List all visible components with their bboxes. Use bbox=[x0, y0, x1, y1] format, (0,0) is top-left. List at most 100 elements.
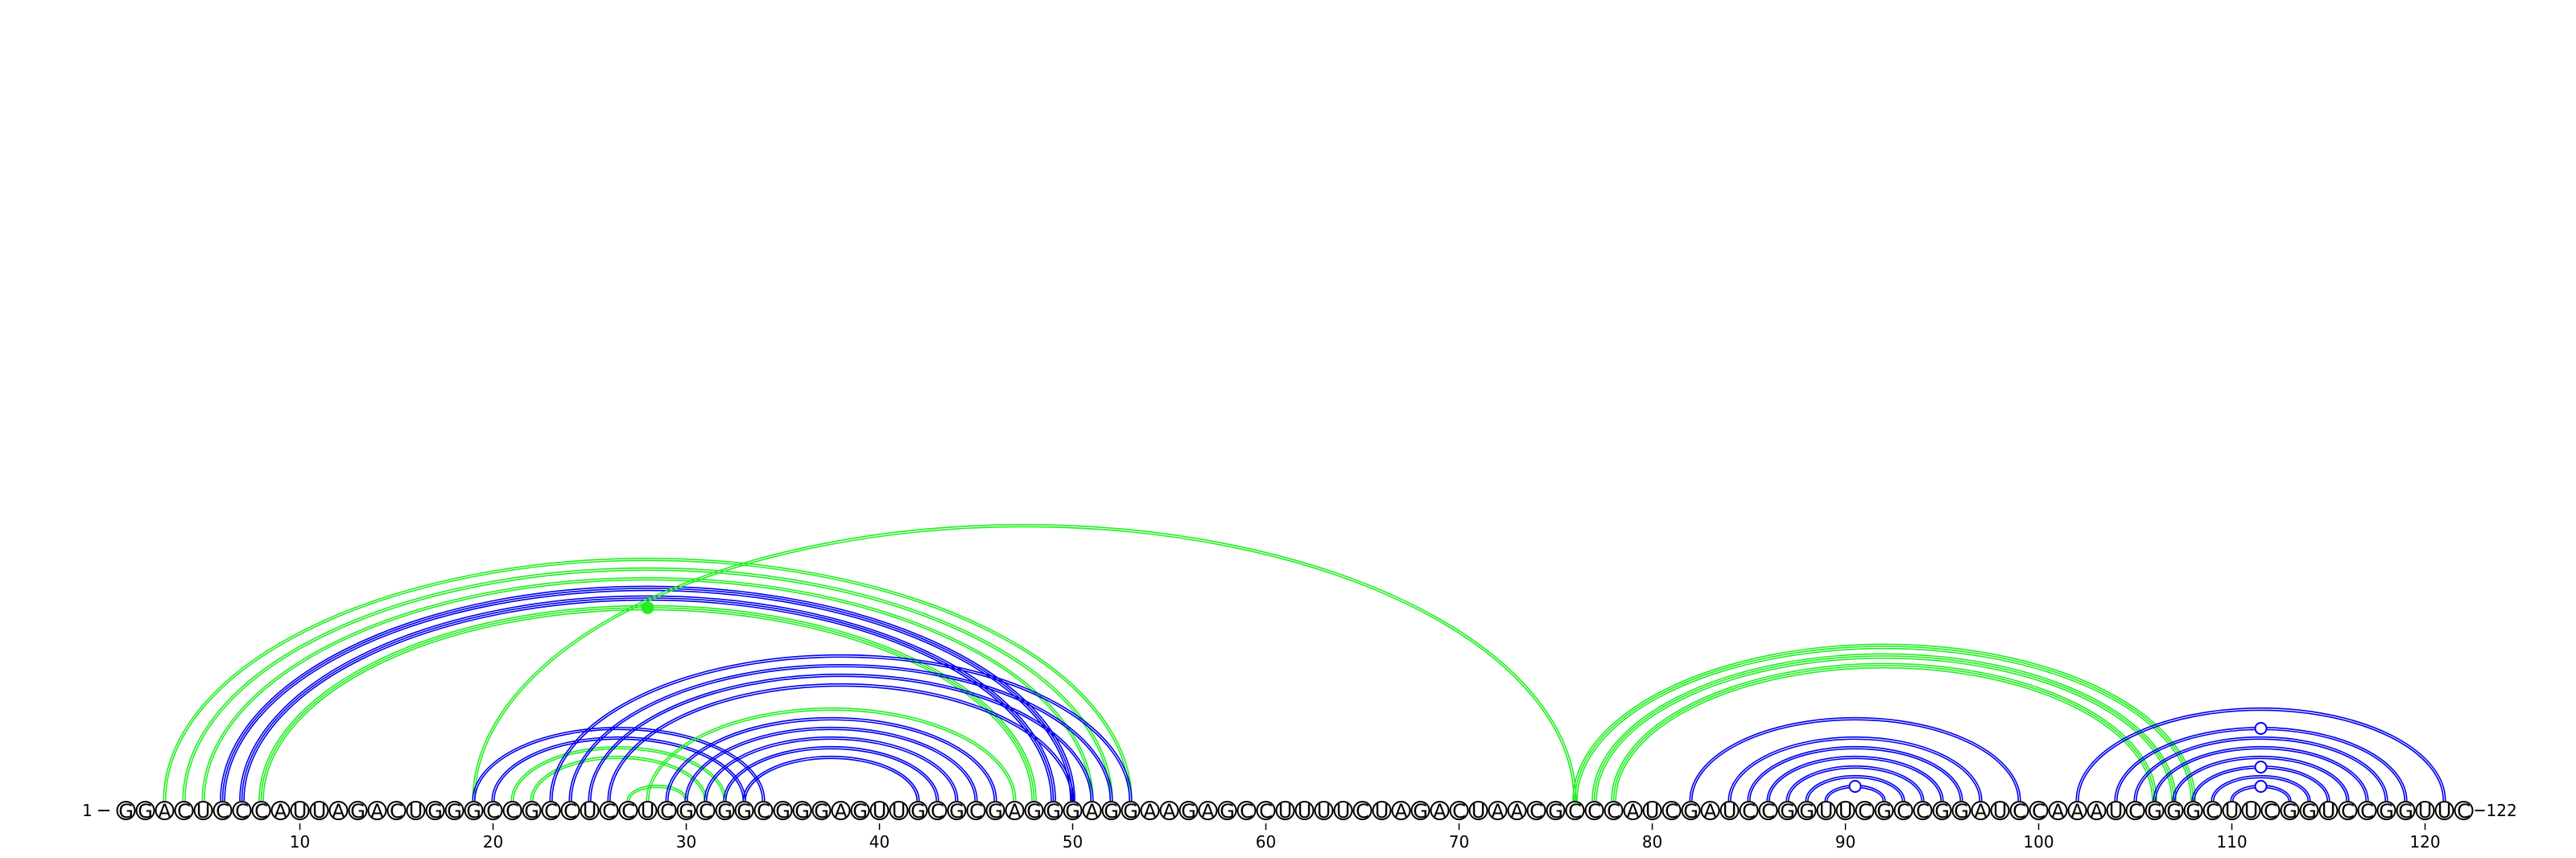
nucleotide-letter: C bbox=[699, 800, 712, 823]
arc-stroke bbox=[665, 716, 997, 802]
nucleotide-letter: C bbox=[602, 800, 616, 823]
nucleotide-68: G bbox=[1410, 800, 1430, 823]
base-pair-arc-86-95 bbox=[1766, 755, 1944, 802]
nucleotide-96: G bbox=[1951, 800, 1971, 823]
nucleotide-circle bbox=[1333, 801, 1353, 820]
nucleotide-letter: C bbox=[1858, 800, 1872, 823]
nucleotide-56: G bbox=[1179, 800, 1199, 823]
nucleotide-circle bbox=[1758, 801, 1778, 820]
nucleotide-79: A bbox=[1623, 800, 1643, 823]
nucleotide-84: U bbox=[1719, 800, 1740, 823]
arc-stroke bbox=[2174, 757, 2347, 802]
nucleotide-42: G bbox=[908, 800, 928, 823]
arc-stroke bbox=[1593, 655, 2175, 802]
nucleotide-circle bbox=[1352, 801, 1373, 820]
nucleotide-circle bbox=[174, 801, 194, 820]
nucleotide-letter: C bbox=[621, 800, 635, 823]
nucleotide-34: C bbox=[753, 800, 774, 823]
nucleotide-circle bbox=[1217, 801, 1237, 820]
arc-stroke bbox=[491, 736, 746, 802]
nucleotide-circle bbox=[638, 801, 658, 820]
end-label: 122 bbox=[2487, 801, 2517, 820]
nucleotide-2: G bbox=[135, 800, 155, 823]
nucleotide-circle bbox=[1642, 801, 1662, 820]
tick-label: 70 bbox=[1449, 832, 1469, 852]
nucleotide-109: C bbox=[2202, 800, 2223, 823]
nucleotide-circle bbox=[1410, 801, 1430, 820]
nucleotide-circle bbox=[850, 801, 870, 820]
nucleotide-101: A bbox=[2048, 800, 2068, 823]
arc-stroke bbox=[184, 569, 1111, 802]
nucleotide-letter: C bbox=[2360, 800, 2374, 823]
nucleotide-circle bbox=[1314, 801, 1334, 820]
nucleotide-73: A bbox=[1507, 800, 1527, 823]
arc-stroke bbox=[1574, 646, 2194, 802]
nucleotide-letter: G bbox=[2186, 800, 2201, 823]
nucleotide-letter: U bbox=[1472, 800, 1486, 823]
nucleotide-circle bbox=[2009, 801, 2029, 820]
nucleotide-letter: U bbox=[641, 800, 655, 823]
nucleotide-87: G bbox=[1777, 800, 1798, 823]
nucleotide-77: C bbox=[1584, 800, 1604, 823]
base-pair-arc-78-106 bbox=[1611, 662, 2157, 802]
nucleotide-circle bbox=[1835, 801, 1856, 820]
nucleotide-circle bbox=[1777, 801, 1798, 820]
nucleotide-78: C bbox=[1604, 800, 1624, 823]
nucleotide-19: G bbox=[464, 800, 484, 823]
nucleotide-circle bbox=[599, 801, 619, 820]
nucleotide-letter: U bbox=[1298, 800, 1312, 823]
nucleotide-letter: U bbox=[196, 800, 211, 823]
nucleotide-letter: G bbox=[1104, 800, 1119, 823]
nucleotide-letter: G bbox=[1683, 800, 1699, 823]
nucleotide-113: G bbox=[2280, 800, 2300, 823]
nucleotide-16: U bbox=[406, 800, 426, 823]
nucleotide-circle bbox=[2357, 801, 2377, 820]
nucleotide-circle bbox=[1024, 801, 1044, 820]
nucleotide-circle bbox=[1913, 801, 1933, 820]
nucleotide-circle bbox=[1101, 801, 1121, 820]
nucleotide-letter: A bbox=[1008, 800, 1022, 823]
nucleotide-circle bbox=[811, 801, 832, 820]
nucleotide-120: U bbox=[2415, 800, 2435, 823]
nucleotide-letter: G bbox=[2147, 800, 2162, 823]
nucleotide-circle bbox=[2048, 801, 2068, 820]
arc-stroke bbox=[607, 683, 1075, 802]
nucleotide-circle bbox=[464, 801, 484, 820]
nucleotide-letter: U bbox=[2418, 800, 2433, 823]
nucleotide-63: U bbox=[1314, 800, 1334, 823]
nucleotide-letter: A bbox=[370, 800, 384, 823]
nucleotide-circle bbox=[1797, 801, 1817, 820]
nucleotide-letter: G bbox=[775, 800, 791, 823]
nucleotide-circle bbox=[2125, 801, 2145, 820]
nucleotide-circle bbox=[2396, 801, 2416, 820]
nucleotide-circle bbox=[908, 801, 928, 820]
nucleotide-letter: G bbox=[949, 800, 964, 823]
nucleotide-12: A bbox=[328, 800, 349, 823]
nucleotide-circle bbox=[1951, 801, 1971, 820]
nucleotide-27: C bbox=[618, 800, 638, 823]
nucleotide-letter: C bbox=[216, 800, 229, 823]
nucleotide-31: C bbox=[696, 800, 716, 823]
nucleotide-letter: G bbox=[1181, 800, 1196, 823]
nucleotide-letter: U bbox=[2438, 800, 2452, 823]
nucleotide-circle bbox=[251, 801, 271, 820]
nucleotide-7: C bbox=[232, 800, 252, 823]
nucleotide-121: U bbox=[2434, 800, 2454, 823]
nucleotide-circle bbox=[696, 801, 716, 820]
base-pair-arc-26-50 bbox=[607, 683, 1075, 802]
nucleotide-circle bbox=[2376, 801, 2396, 820]
tick-label: 100 bbox=[2023, 832, 2054, 852]
nucleotide-91: C bbox=[1855, 800, 1875, 823]
arc-stroke bbox=[1691, 719, 2019, 802]
nucleotide-letter: C bbox=[2032, 800, 2046, 823]
arc-stroke bbox=[1612, 665, 2156, 802]
nucleotide-47: A bbox=[1005, 800, 1025, 823]
arc-stroke bbox=[2213, 777, 2309, 802]
nucleotide-52: G bbox=[1101, 800, 1121, 823]
nucleotide-circle bbox=[1294, 801, 1315, 820]
nucleotide-circle bbox=[2202, 801, 2223, 820]
nucleotide-6: C bbox=[213, 800, 233, 823]
tick-label: 120 bbox=[2409, 832, 2440, 852]
arc-stroke bbox=[1591, 653, 2177, 802]
base-pair-arc-29-46 bbox=[665, 716, 997, 802]
